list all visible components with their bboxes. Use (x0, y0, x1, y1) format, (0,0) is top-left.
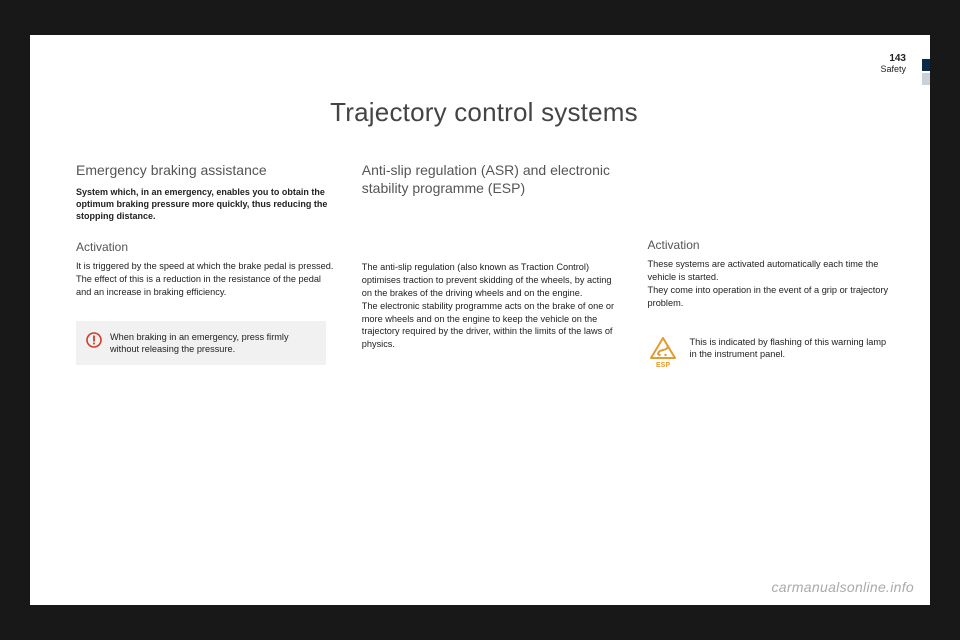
callout-text: When braking in an emergency, press firm… (110, 331, 316, 356)
heading-asr-esp: Anti-slip regulation (ASR) and electroni… (362, 162, 622, 197)
page-header: 143 Safety (880, 53, 906, 74)
body-emergency-braking: It is triggered by the speed at which th… (76, 260, 336, 299)
subheading-activation-1: Activation (76, 240, 336, 254)
subheading-activation-2: Activation (648, 238, 892, 252)
indicator-row: ESP This is indicated by flashing of thi… (648, 336, 892, 373)
tab-marker-active (922, 59, 930, 71)
spacer (362, 203, 622, 261)
section-label: Safety (880, 64, 906, 74)
page-number: 143 (880, 53, 906, 64)
watermark: carmanualsonline.info (772, 579, 915, 595)
body-asr-esp: The anti-slip regulation (also known as … (362, 261, 622, 351)
content-columns: Emergency braking assistance System whic… (74, 162, 894, 373)
warning-icon (86, 332, 102, 353)
column-asr-esp: Anti-slip regulation (ASR) and electroni… (362, 162, 622, 373)
tab-marker (922, 73, 930, 85)
side-tabs (922, 59, 930, 87)
column-emergency-braking: Emergency braking assistance System whic… (76, 162, 336, 373)
heading-emergency-braking: Emergency braking assistance (76, 162, 336, 180)
body-activation: These systems are activated automaticall… (648, 258, 892, 310)
page-title: Trajectory control systems (74, 97, 894, 128)
esp-warning-icon: ESP (648, 336, 678, 373)
esp-icon-label: ESP (656, 362, 670, 368)
spacer (648, 162, 892, 238)
column-activation: Activation These systems are activated a… (648, 162, 892, 373)
manual-page: 143 Safety Trajectory control systems Em… (30, 35, 930, 605)
callout-box: When braking in an emergency, press firm… (76, 321, 326, 366)
lead-emergency-braking: System which, in an emergency, enables y… (76, 186, 336, 222)
indicator-text: This is indicated by flashing of this wa… (690, 336, 892, 362)
